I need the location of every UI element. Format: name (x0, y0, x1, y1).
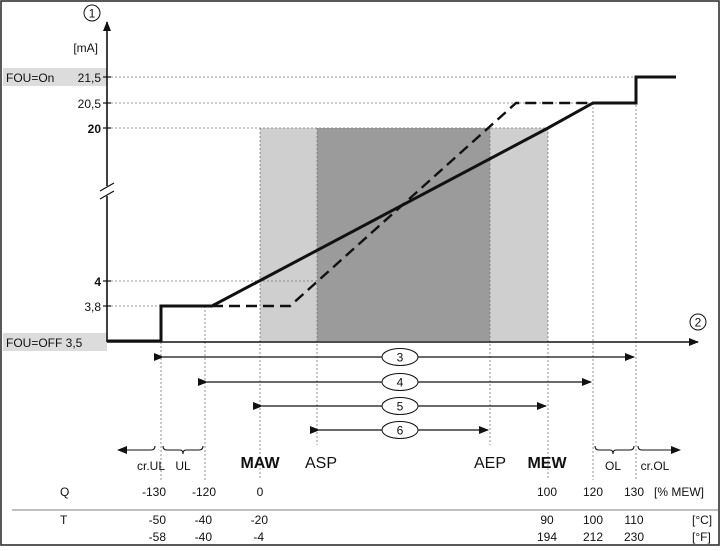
range-5: 5 (253, 397, 547, 415)
t-f-unit: [°F] (692, 530, 711, 544)
q-value: 120 (583, 485, 603, 499)
dashed-output-curve (212, 101, 593, 308)
range-6: 6 (310, 421, 489, 439)
zone-cr-ol: cr.OL (641, 459, 670, 473)
zone-asp: ASP (305, 455, 337, 472)
fou-on-label: FOU=On (6, 71, 54, 85)
fou-off-label-bg (3, 333, 107, 351)
fou-on-label-bg (3, 68, 107, 86)
x-axis-marker-text: 2 (695, 316, 702, 330)
range-3-label: 3 (397, 351, 404, 365)
zone-maw: MAW (240, 455, 280, 472)
ul-brace (162, 445, 204, 455)
t-c-value: -40 (195, 513, 213, 527)
q-row-label: Q (60, 485, 69, 499)
solid-output-curve (107, 75, 676, 343)
t-f-value: -40 (195, 530, 213, 544)
t-row-label: T (60, 513, 68, 527)
zone-aep: AEP (474, 455, 506, 472)
q-value: 100 (537, 485, 557, 499)
zone-mew: MEW (527, 455, 567, 472)
t-f-value: 212 (583, 530, 603, 544)
q-value: 130 (624, 485, 644, 499)
t-f-value: -58 (149, 530, 167, 544)
y-tick-marks (103, 76, 111, 307)
t-f-value: 230 (624, 530, 644, 544)
y-axis-unit: [mA] (73, 41, 98, 55)
zone-braces (117, 445, 681, 455)
zone-cr-ul: cr.UL (137, 459, 165, 473)
range-6-label: 6 (397, 424, 404, 438)
t-c-value: -20 (251, 513, 269, 527)
y-label-20: 20 (88, 122, 102, 136)
q-value: -120 (192, 485, 216, 499)
zone-ol: OL (605, 459, 621, 473)
fou-off-label: FOU=OFF 3,5 (6, 336, 83, 350)
t-c-value: 100 (583, 513, 603, 527)
range-4-label: 4 (397, 376, 404, 390)
y-label-3-8: 3,8 (84, 300, 101, 314)
t-c-value: 90 (540, 513, 554, 527)
y-label-21-5: 21,5 (78, 71, 102, 85)
y-label-4: 4 (94, 275, 101, 289)
t-c-value: 110 (624, 513, 643, 527)
q-unit: [% MEW] (654, 485, 704, 499)
range-5-label: 5 (397, 400, 404, 414)
range-3: 3 (154, 348, 635, 366)
t-c-value: -50 (149, 513, 167, 527)
range-4: 4 (198, 373, 592, 391)
t-c-unit: [°C] (692, 513, 712, 527)
cr-ol-brace (637, 445, 648, 451)
y-label-20-5: 20,5 (78, 97, 102, 111)
zone-ul: UL (175, 459, 191, 473)
q-value: -130 (142, 485, 166, 499)
y-axis-marker-text: 1 (89, 7, 96, 21)
cr-ul-brace (146, 445, 156, 451)
t-f-value: -4 (253, 530, 264, 544)
y-axis-marker: 1 (83, 4, 101, 22)
setting-range-dark-shade (317, 128, 490, 341)
q-value: 0 (257, 485, 264, 499)
ol-brace (594, 445, 635, 455)
x-axis-marker: 2 (689, 313, 707, 331)
t-f-value: 194 (537, 530, 557, 544)
vertical-reference-lines (160, 77, 637, 480)
horizontal-reference-lines (107, 76, 636, 307)
y-axis-break-icon (99, 182, 115, 200)
